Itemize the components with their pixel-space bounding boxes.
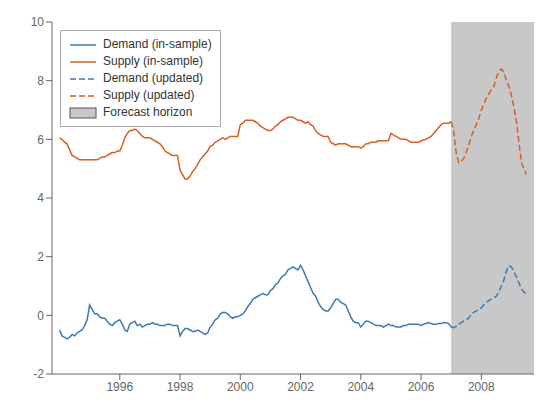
svg-text:1996: 1996 [106,380,133,394]
svg-text:2006: 2006 [408,380,435,394]
svg-text:8: 8 [37,74,44,88]
html-text:Demand (updated): Demand (updated) [103,71,204,85]
svg-text:10: 10 [31,15,45,29]
svg-text:6: 6 [37,133,44,147]
svg-text:2: 2 [37,250,44,264]
html-text:Supply (updated): Supply (updated) [103,88,195,102]
html-text:Demand (in-sample): Demand (in-sample) [103,37,212,51]
svg-text:2008: 2008 [468,380,495,394]
svg-text:2004: 2004 [347,380,374,394]
html-text:Forecast horizon: Forecast horizon [103,105,193,119]
svg-text:-2: -2 [33,367,44,381]
svg-text:2002: 2002 [287,380,314,394]
svg-text:4: 4 [37,191,44,205]
svg-text:1998: 1998 [167,380,194,394]
svg-text:0: 0 [37,309,44,323]
svg-text:2000: 2000 [227,380,254,394]
html-text:Supply (in-sample): Supply (in-sample) [103,54,203,68]
